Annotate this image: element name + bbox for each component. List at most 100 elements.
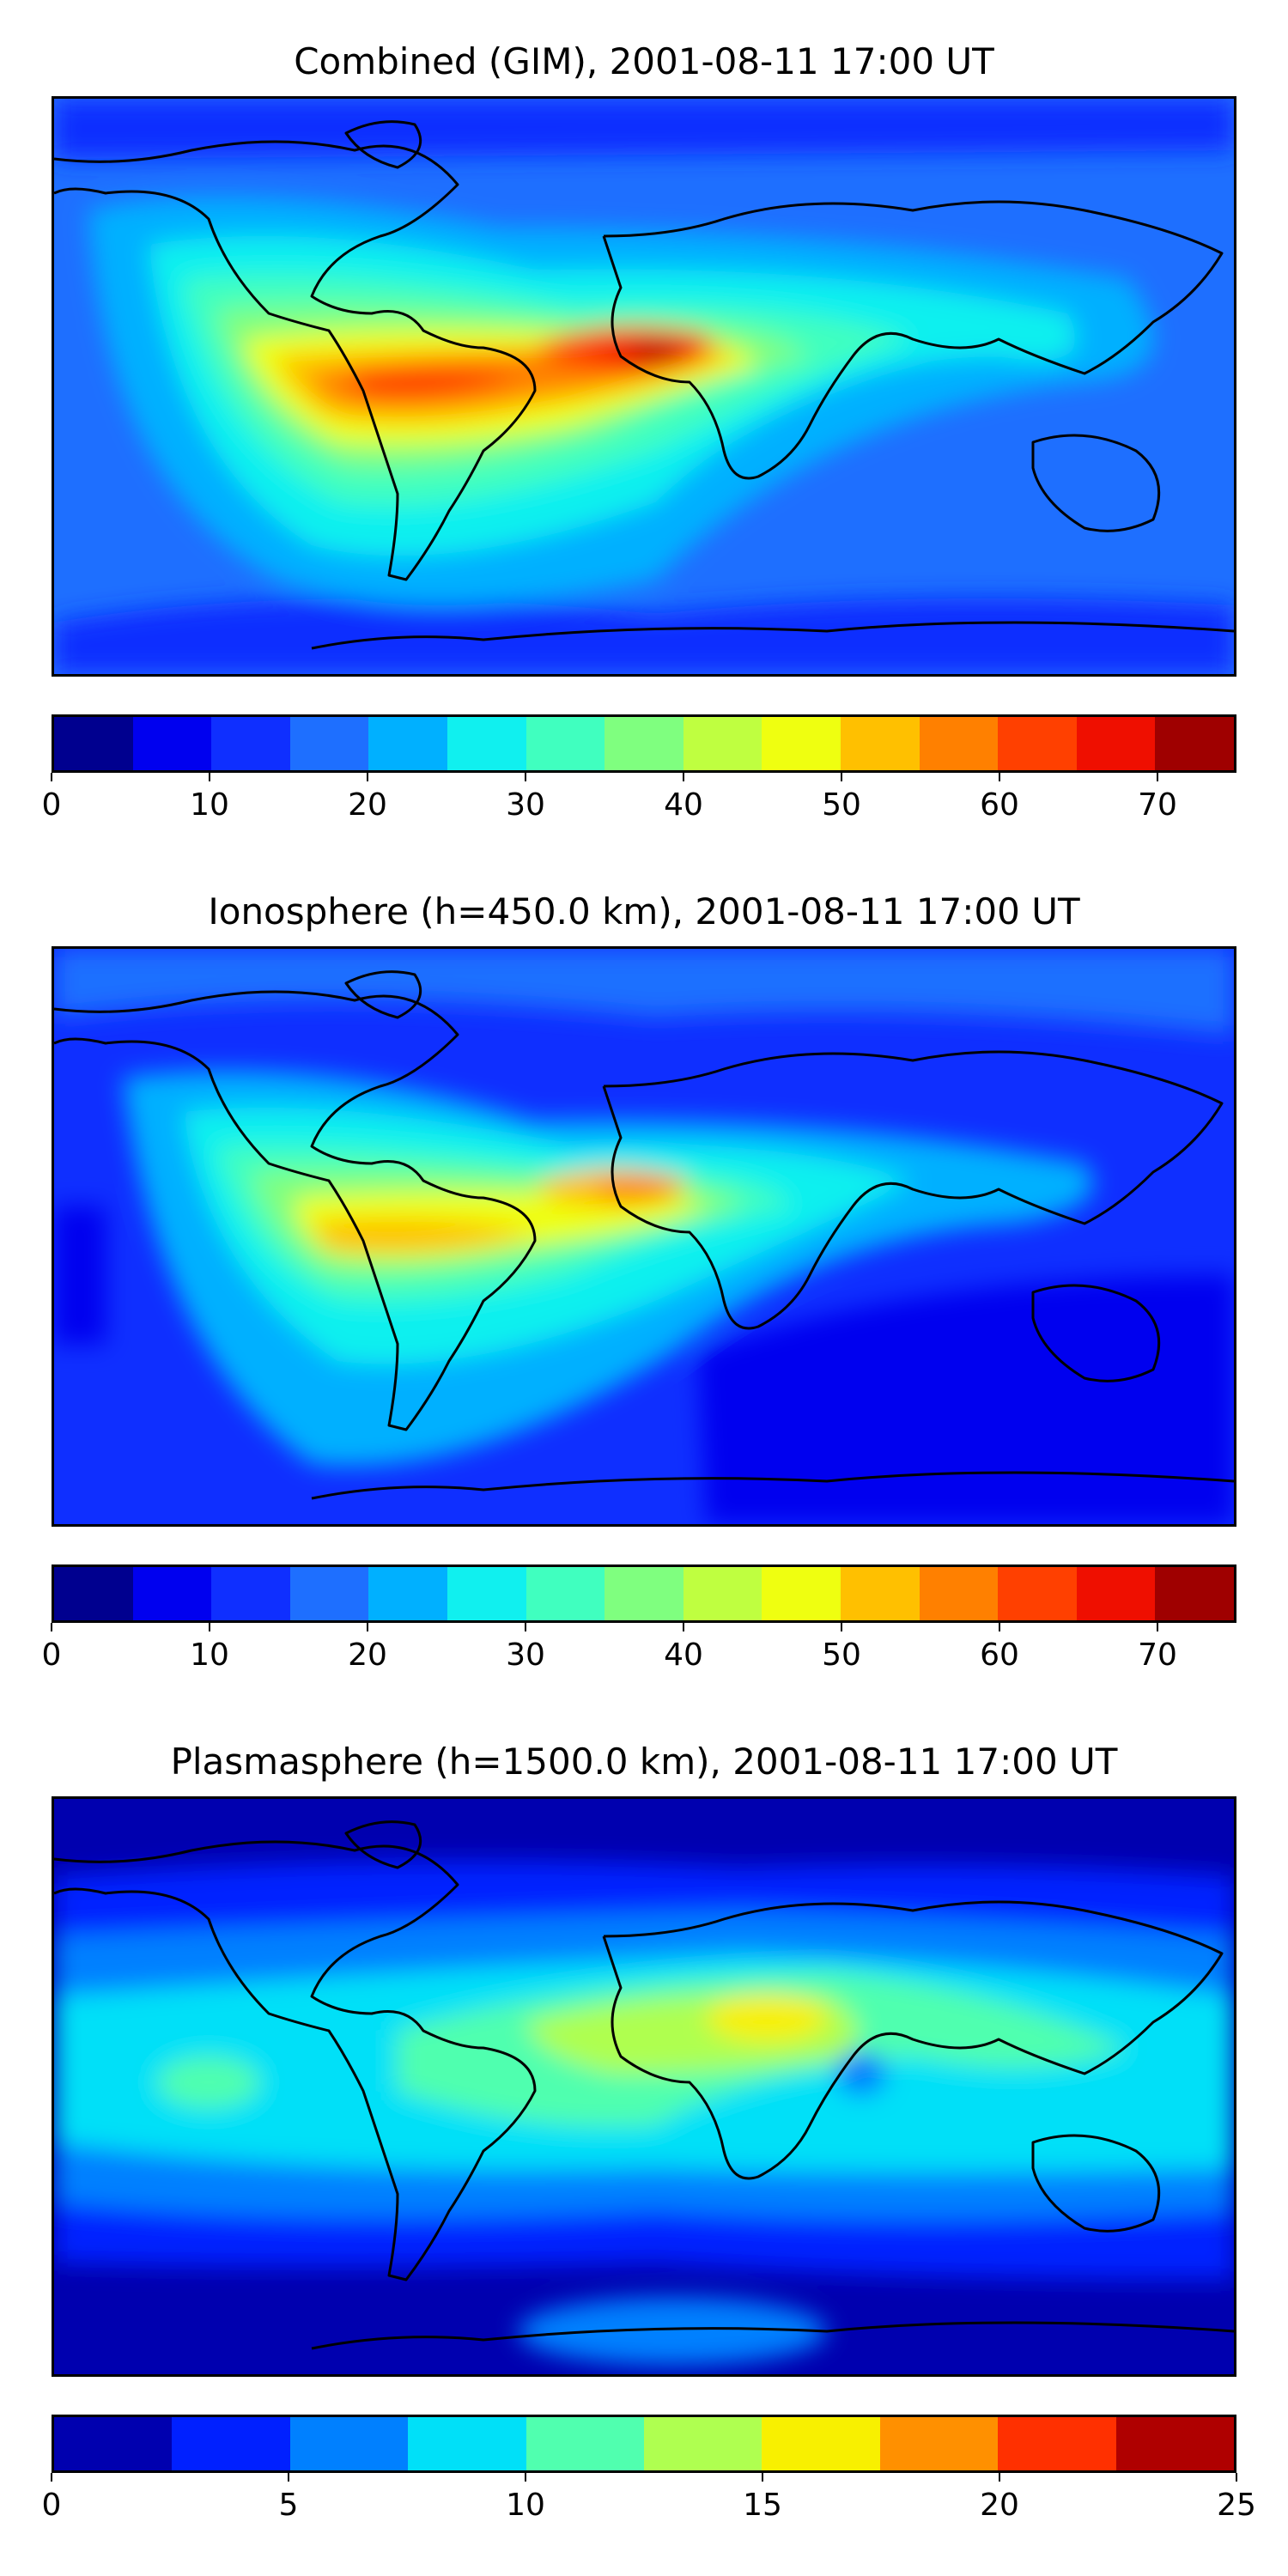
panel-2-colorbar-segment bbox=[54, 1567, 133, 1620]
panel-3-colorbar-segment bbox=[172, 2417, 290, 2470]
panel-1-colorbar-segment bbox=[762, 717, 841, 770]
panel-3-colorbar-segment bbox=[408, 2417, 526, 2470]
panel-2-americas-coast bbox=[54, 990, 537, 1431]
panel-3-coastlines bbox=[54, 1820, 1234, 2350]
panel-1-colorbar-tick-label: 50 bbox=[822, 787, 861, 823]
panel-3-colorbar-bar bbox=[52, 2415, 1236, 2473]
panel-2-colorbar-segment bbox=[683, 1567, 762, 1620]
panel-2-colorbar-segment bbox=[762, 1567, 841, 1620]
panel-2-colorbar-tick-label: 60 bbox=[980, 1637, 1019, 1673]
panel-2-west-low bbox=[54, 1206, 106, 1344]
panel-3-south-blob bbox=[518, 2297, 827, 2366]
panel-1-colorbar-segment bbox=[447, 717, 526, 770]
panel-3-australia-coast bbox=[1031, 2134, 1161, 2233]
panel-1-map bbox=[52, 96, 1236, 677]
panel-2-colorbar-tick-label: 50 bbox=[822, 1637, 861, 1673]
panel-1-colorbar-segment bbox=[919, 717, 999, 770]
panel-1-colorbar-segment bbox=[1076, 717, 1156, 770]
panel-3-colorbar-segment bbox=[289, 2417, 409, 2470]
panel-2-colorbar-segment bbox=[368, 1567, 447, 1620]
panel-3-colorbar-segment bbox=[762, 2417, 880, 2470]
panel-1-colorbar-segment bbox=[54, 717, 133, 770]
panel-2-colorbar-bar bbox=[52, 1564, 1236, 1623]
panel-2-colorbar-segment bbox=[211, 1567, 290, 1620]
panel-3-map bbox=[52, 1796, 1236, 2377]
panel-2-map bbox=[52, 946, 1236, 1527]
panel-2-colorbar-segment bbox=[289, 1567, 369, 1620]
panel-3-antarctica-coast bbox=[311, 2321, 1234, 2350]
panel-1-level-70 bbox=[629, 344, 681, 360]
panel-1-colorbar-tick-label: 30 bbox=[506, 787, 545, 823]
panel-3-colorbar-segment bbox=[998, 2417, 1116, 2470]
panel-2-colorbar-segment bbox=[605, 1567, 683, 1620]
panel-1-colorbar-segment bbox=[683, 717, 762, 770]
panel-2-contour-plot bbox=[54, 949, 1234, 1524]
panel-3-local-min bbox=[835, 2051, 887, 2096]
panel-1-south-low bbox=[54, 598, 1234, 674]
panel-2-colorbar-segment bbox=[919, 1567, 999, 1620]
panel-3-west-blob bbox=[157, 2057, 260, 2108]
panel-1-greenland-coast bbox=[344, 120, 422, 169]
panel-1-colorbar-segment bbox=[132, 717, 212, 770]
panel-1-title: Combined (GIM), 2001-08-11 17:00 UT bbox=[294, 40, 994, 82]
panel-2-colorbar-tick-label: 0 bbox=[41, 1637, 62, 1673]
panel-1-colorbar-tick-label: 10 bbox=[190, 787, 229, 823]
panel-2-colorbar-segment bbox=[526, 1567, 605, 1620]
panel-1-colorbar-segment bbox=[211, 717, 290, 770]
panel-1-americas-coast bbox=[54, 140, 537, 581]
panel-2-colorbar-tick-label: 20 bbox=[348, 1637, 387, 1673]
panel-2-colorbar-tick-label: 40 bbox=[664, 1637, 703, 1673]
panel-3-title: Plasmasphere (h=1500.0 km), 2001-08-11 1… bbox=[170, 1741, 1118, 1783]
panel-2-greenland-coast bbox=[344, 970, 422, 1019]
panel-3-colorbar-tick-label: 20 bbox=[980, 2488, 1019, 2523]
panel-1-colorbar-bar bbox=[52, 714, 1236, 773]
panel-3-colorbar-segment bbox=[1115, 2417, 1235, 2470]
panel-1-colorbar-segment bbox=[998, 717, 1077, 770]
panel-1-colorbar-segment bbox=[840, 717, 920, 770]
panel-2-coastlines bbox=[54, 970, 1234, 1500]
panel-3-colorbar-tick-label: 25 bbox=[1217, 2488, 1256, 2523]
panel-2-colorbar-segment bbox=[1076, 1567, 1156, 1620]
panel-3-colorbar-segment bbox=[644, 2417, 762, 2470]
panel-2-eurasia-africa-coast bbox=[602, 1050, 1224, 1330]
panel-2-antarctica-coast bbox=[311, 1471, 1234, 1500]
panel-2-title: Ionosphere (h=450.0 km), 2001-08-11 17:0… bbox=[208, 890, 1080, 933]
panel-2-colorbar-segment bbox=[998, 1567, 1077, 1620]
panel-3-colorbar-segment bbox=[54, 2417, 173, 2470]
panel-3-colorbar-tick-label: 0 bbox=[41, 2488, 62, 2523]
panel-2-australia-coast bbox=[1031, 1284, 1161, 1382]
panel-3-colorbar-tick-label: 15 bbox=[743, 2488, 782, 2523]
panel-1-colorbar-tick-label: 0 bbox=[41, 787, 62, 823]
panel-1-contour-plot bbox=[54, 99, 1234, 674]
panel-1-colorbar-tick-label: 20 bbox=[348, 787, 387, 823]
panel-2-level-50 bbox=[312, 1218, 535, 1252]
panel-3-greenland-coast bbox=[344, 1820, 422, 1869]
panel-1-colorbar-segment bbox=[368, 717, 447, 770]
panel-1-coastlines bbox=[54, 120, 1234, 650]
panel-3-colorbar-tick-label: 5 bbox=[278, 2488, 299, 2523]
panel-3-eurasia-africa-coast bbox=[602, 1900, 1224, 2180]
panel-2-colorbar-segment bbox=[132, 1567, 212, 1620]
panel-2-north-band bbox=[54, 949, 1234, 1035]
panel-1-north-low bbox=[54, 99, 1234, 159]
panel-1-colorbar-tick-label: 70 bbox=[1138, 787, 1177, 823]
panel-2-colorbar-segment bbox=[447, 1567, 526, 1620]
panel-1-colorbar-tick-label: 40 bbox=[664, 787, 703, 823]
panel-2-colorbar-tick-label: 70 bbox=[1138, 1637, 1177, 1673]
panel-1-antarctica-coast bbox=[311, 621, 1234, 650]
panel-3-colorbar-segment bbox=[526, 2417, 645, 2470]
panel-3-colorbar-tick-label: 10 bbox=[506, 2488, 545, 2523]
panel-2-level-55 bbox=[595, 1177, 681, 1201]
panel-1-colorbar-segment bbox=[605, 717, 683, 770]
panel-3-contour-plot bbox=[54, 1799, 1234, 2374]
panel-1-colorbar-tick-label: 60 bbox=[980, 787, 1019, 823]
panel-2-colorbar-segment bbox=[840, 1567, 920, 1620]
panel-2-colorbar-segment bbox=[1155, 1567, 1234, 1620]
panel-3-americas-coast bbox=[54, 1840, 537, 2281]
panel-1-eurasia-africa-coast bbox=[602, 200, 1224, 480]
panel-3-level-15 bbox=[707, 1994, 827, 2042]
panel-2-colorbar-tick-label: 10 bbox=[190, 1637, 229, 1673]
panel-1-colorbar-segment bbox=[289, 717, 369, 770]
panel-3-colorbar-segment bbox=[879, 2417, 999, 2470]
panel-2-colorbar-tick-label: 30 bbox=[506, 1637, 545, 1673]
